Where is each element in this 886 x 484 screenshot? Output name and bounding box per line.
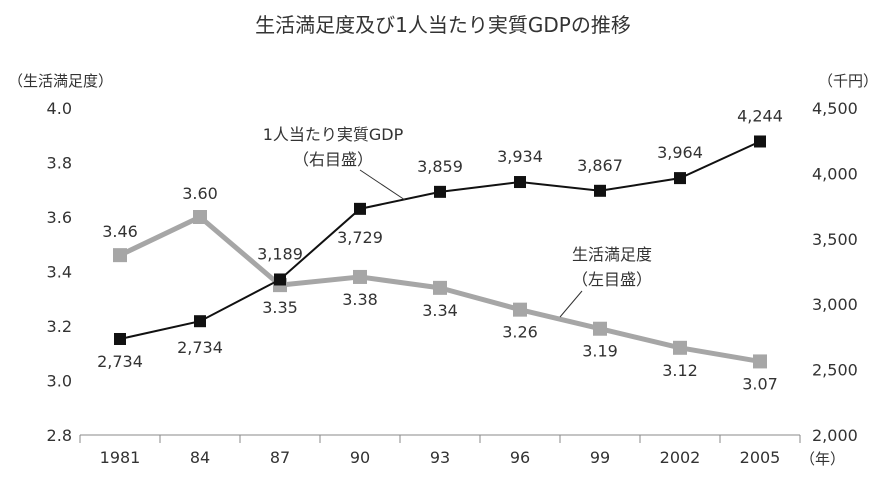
x-axis: 1981 84 87 90 93 96 99 2002 2005 [79, 435, 801, 467]
satisfaction-series-name: 生活満足度 [572, 245, 652, 264]
gdp-point [594, 184, 606, 197]
right-tick-label: 3,500 [812, 230, 858, 249]
satisfaction-point [113, 248, 127, 263]
satisfaction-point [353, 269, 367, 284]
gdp-point [434, 185, 446, 198]
gdp-data-label: 3,859 [417, 157, 463, 176]
left-tick-label: 3.2 [47, 317, 72, 336]
satisfaction-point [593, 321, 607, 336]
satisfaction-series-axis-note: （左目盛） [572, 270, 652, 289]
gdp-series-axis-note: （右目盛） [293, 150, 373, 169]
satisfaction-leader-line [559, 290, 583, 318]
right-tick-label: 4,500 [812, 99, 858, 118]
x-tick-label: 90 [350, 448, 370, 467]
gdp-data-label: 3,729 [337, 228, 383, 247]
satisfaction-data-label: 3.26 [502, 323, 538, 342]
right-axis-label: （千円） [818, 72, 878, 90]
left-tick-label: 3.6 [47, 208, 72, 227]
left-tick-label: 3.8 [47, 154, 72, 173]
gdp-series-name: 1人当たり実質GDP [263, 125, 404, 144]
gdp-data-label: 3,934 [497, 147, 543, 166]
right-tick-label: 2,500 [812, 361, 858, 380]
right-tick-label: 2,000 [812, 426, 858, 445]
gdp-point [194, 315, 206, 328]
gdp-point [114, 332, 126, 345]
satisfaction-data-label: 3.07 [742, 374, 778, 393]
left-axis-label: （生活満足度） [8, 72, 113, 90]
satisfaction-data-label: 3.38 [342, 290, 378, 309]
gdp-point [754, 135, 766, 148]
x-tick-label: 99 [590, 448, 610, 467]
satisfaction-data-label: 3.19 [582, 342, 618, 361]
gdp-point [514, 176, 526, 189]
satisfaction-point [193, 210, 207, 224]
satisfaction-data-label: 3.12 [662, 361, 698, 380]
x-tick-label: 93 [430, 448, 450, 467]
satisfaction-point [513, 302, 527, 317]
x-unit-label: （年） [800, 450, 845, 468]
satisfaction-data-label: 3.35 [262, 298, 298, 317]
gdp-data-label: 4,244 [737, 106, 783, 125]
gdp-data-label: 3,867 [577, 156, 623, 175]
gdp-point [354, 202, 366, 215]
chart-title: 生活満足度及び1人当たり実質GDPの推移 [255, 13, 631, 37]
x-tick-label: 2002 [660, 448, 701, 467]
right-tick-label: 4,000 [812, 164, 858, 183]
left-tick-label: 3.0 [47, 372, 72, 391]
left-tick-label: 3.4 [47, 263, 72, 282]
right-y-axis: 2,000 2,500 3,000 3,500 4,000 4,500 [812, 99, 858, 445]
series-layer: 3.46 3.60 3.35 3.38 3.34 3.26 3.19 3.12 3.07 2,73… [97, 106, 783, 393]
x-tick-label: 2005 [740, 448, 781, 467]
gdp-data-label: 3,189 [257, 244, 303, 263]
gdp-data-label: 2,734 [97, 352, 143, 371]
satisfaction-point [673, 340, 687, 355]
gdp-data-label: 2,734 [177, 338, 223, 357]
left-tick-label: 2.8 [47, 426, 72, 445]
satisfaction-point [753, 354, 767, 369]
gdp-data-label: 3,964 [657, 143, 703, 162]
x-tick-label: 96 [510, 448, 530, 467]
x-tick-label: 1981 [100, 448, 141, 467]
right-tick-label: 3,000 [812, 295, 858, 314]
left-y-axis: 2.8 3.0 3.2 3.4 3.6 3.8 4.0 [47, 99, 72, 445]
x-tick-label: 84 [190, 448, 210, 467]
satisfaction-data-label: 3.60 [182, 184, 218, 203]
satisfaction-data-label: 3.46 [102, 222, 138, 241]
left-tick-label: 4.0 [47, 99, 72, 118]
satisfaction-data-label: 3.34 [422, 301, 458, 320]
gdp-point [674, 172, 686, 185]
satisfaction-point [433, 280, 447, 295]
gdp-leader-line [359, 169, 406, 201]
x-tick-label: 87 [270, 448, 290, 467]
gdp-point [274, 273, 286, 286]
